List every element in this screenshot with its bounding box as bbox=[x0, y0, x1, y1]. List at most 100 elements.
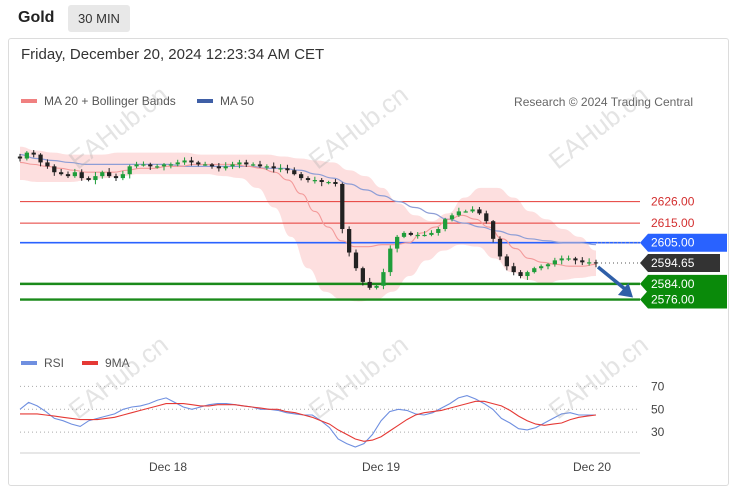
candle-body-27 bbox=[203, 164, 208, 166]
candle-body-23 bbox=[175, 162, 180, 165]
candle-body-75 bbox=[532, 268, 537, 273]
candle-body-45 bbox=[326, 182, 331, 184]
candle-body-50 bbox=[360, 268, 365, 282]
candle-body-3 bbox=[38, 154, 43, 163]
candle-body-2 bbox=[31, 152, 36, 155]
candle-body-19 bbox=[148, 164, 153, 167]
candle-body-43 bbox=[312, 180, 317, 182]
candle-body-84 bbox=[593, 262, 599, 264]
candle-body-25 bbox=[189, 160, 194, 163]
candle-body-70 bbox=[497, 238, 503, 257]
level-label-4: 2576.00 bbox=[651, 293, 695, 307]
candle-body-20 bbox=[155, 166, 160, 168]
bollinger-band-fill bbox=[20, 146, 596, 302]
candle-body-12 bbox=[100, 172, 105, 177]
candle-body-47 bbox=[340, 183, 345, 230]
level-label-1: 2615.00 bbox=[651, 216, 695, 230]
candle-body-57 bbox=[408, 232, 413, 235]
candle-body-11 bbox=[93, 176, 98, 181]
chart-credit: Research © 2024 Trading Central bbox=[514, 95, 693, 109]
candle-body-14 bbox=[113, 176, 119, 179]
legend-ma20-label: MA 20 + Bollinger Bands bbox=[44, 94, 176, 108]
candle-body-71 bbox=[504, 256, 509, 267]
rsi-tick-0: 70 bbox=[651, 379, 665, 393]
candle-body-35 bbox=[257, 164, 263, 167]
candle-body-42 bbox=[305, 178, 311, 181]
x-tick-label-2: Dec 20 bbox=[573, 460, 611, 474]
candle-body-63 bbox=[449, 215, 455, 220]
rsi-series-0 bbox=[19, 395, 596, 448]
rsi-series-1 bbox=[20, 400, 597, 442]
candle-body-7 bbox=[65, 174, 71, 177]
candle-body-4 bbox=[45, 162, 50, 167]
legend-ma20: MA 20 + Bollinger Bands bbox=[21, 94, 176, 108]
symbol-title: Gold bbox=[18, 9, 55, 26]
candle-body-58 bbox=[415, 234, 420, 237]
candle-body-5 bbox=[52, 166, 57, 173]
candle-body-73 bbox=[518, 272, 523, 277]
x-tick-label-1: Dec 19 bbox=[362, 460, 400, 474]
candle-body-1 bbox=[24, 152, 29, 159]
chart-datetime: Friday, December 20, 2024 12:23:34 AM CE… bbox=[21, 46, 325, 63]
candle-body-82 bbox=[580, 260, 585, 263]
candle-body-80 bbox=[566, 258, 571, 260]
ma20-swatch bbox=[21, 98, 37, 103]
level-tag-2 bbox=[640, 233, 727, 252]
candle-body-41 bbox=[299, 174, 304, 179]
top-bar: Gold 30 MIN bbox=[0, 0, 735, 38]
candle-body-9 bbox=[79, 172, 84, 179]
legend-rsi: RSI bbox=[21, 356, 64, 370]
candle-body-16 bbox=[127, 166, 132, 175]
current-price-tag bbox=[640, 254, 720, 273]
candle-body-15 bbox=[120, 174, 125, 179]
rsi-tick-2: 30 bbox=[651, 425, 665, 439]
candle-body-66 bbox=[470, 209, 475, 212]
candle-body-8 bbox=[72, 172, 77, 177]
candle-body-77 bbox=[545, 264, 551, 267]
candle-body-6 bbox=[59, 172, 64, 175]
x-tick-label-0: Dec 18 bbox=[149, 460, 187, 474]
candle-body-0 bbox=[17, 156, 23, 159]
candle-body-61 bbox=[436, 229, 441, 233]
candle-body-29 bbox=[216, 166, 221, 169]
candle-body-13 bbox=[107, 172, 112, 177]
rsi-tick-1: 50 bbox=[651, 402, 665, 416]
candle-body-49 bbox=[353, 252, 359, 269]
candle-body-26 bbox=[196, 162, 201, 165]
ma50-swatch bbox=[197, 98, 213, 103]
current-price-label: 2594.65 bbox=[651, 256, 695, 270]
candle-body-40 bbox=[292, 170, 297, 175]
candle-body-44 bbox=[319, 180, 324, 183]
level-label-2: 2605.00 bbox=[651, 236, 695, 250]
level-tag-4 bbox=[640, 290, 727, 309]
timeframe-button[interactable]: 30 MIN bbox=[68, 5, 130, 32]
ma20-line bbox=[19, 161, 597, 267]
candle-body-38 bbox=[278, 168, 283, 170]
candle-body-37 bbox=[271, 166, 276, 169]
chart-panel bbox=[8, 38, 729, 486]
candle-body-78 bbox=[552, 260, 557, 265]
legend-9ma: 9MA bbox=[82, 356, 130, 370]
candle-body-79 bbox=[559, 258, 564, 261]
candle-body-54 bbox=[388, 248, 393, 273]
candle-body-22 bbox=[168, 164, 173, 166]
candle-body-46 bbox=[333, 182, 338, 184]
candle-body-36 bbox=[264, 166, 269, 168]
legend-ma50-label: MA 50 bbox=[220, 94, 255, 108]
candle-body-60 bbox=[429, 232, 434, 235]
level-label-3: 2584.00 bbox=[651, 277, 695, 291]
candle-body-51 bbox=[367, 281, 372, 288]
candle-body-24 bbox=[182, 160, 187, 163]
forecast-arrow-head bbox=[617, 282, 633, 298]
candle-body-69 bbox=[491, 221, 496, 239]
rsi-swatch bbox=[21, 360, 37, 365]
legend-ma50: MA 50 bbox=[197, 94, 254, 108]
candle-body-28 bbox=[209, 164, 215, 167]
candle-body-67 bbox=[477, 209, 482, 214]
candle-body-39 bbox=[285, 168, 290, 171]
level-tag-3 bbox=[640, 274, 727, 293]
candle-body-32 bbox=[237, 162, 242, 165]
candle-body-62 bbox=[443, 219, 448, 230]
level-label-0: 2626.00 bbox=[651, 195, 695, 209]
